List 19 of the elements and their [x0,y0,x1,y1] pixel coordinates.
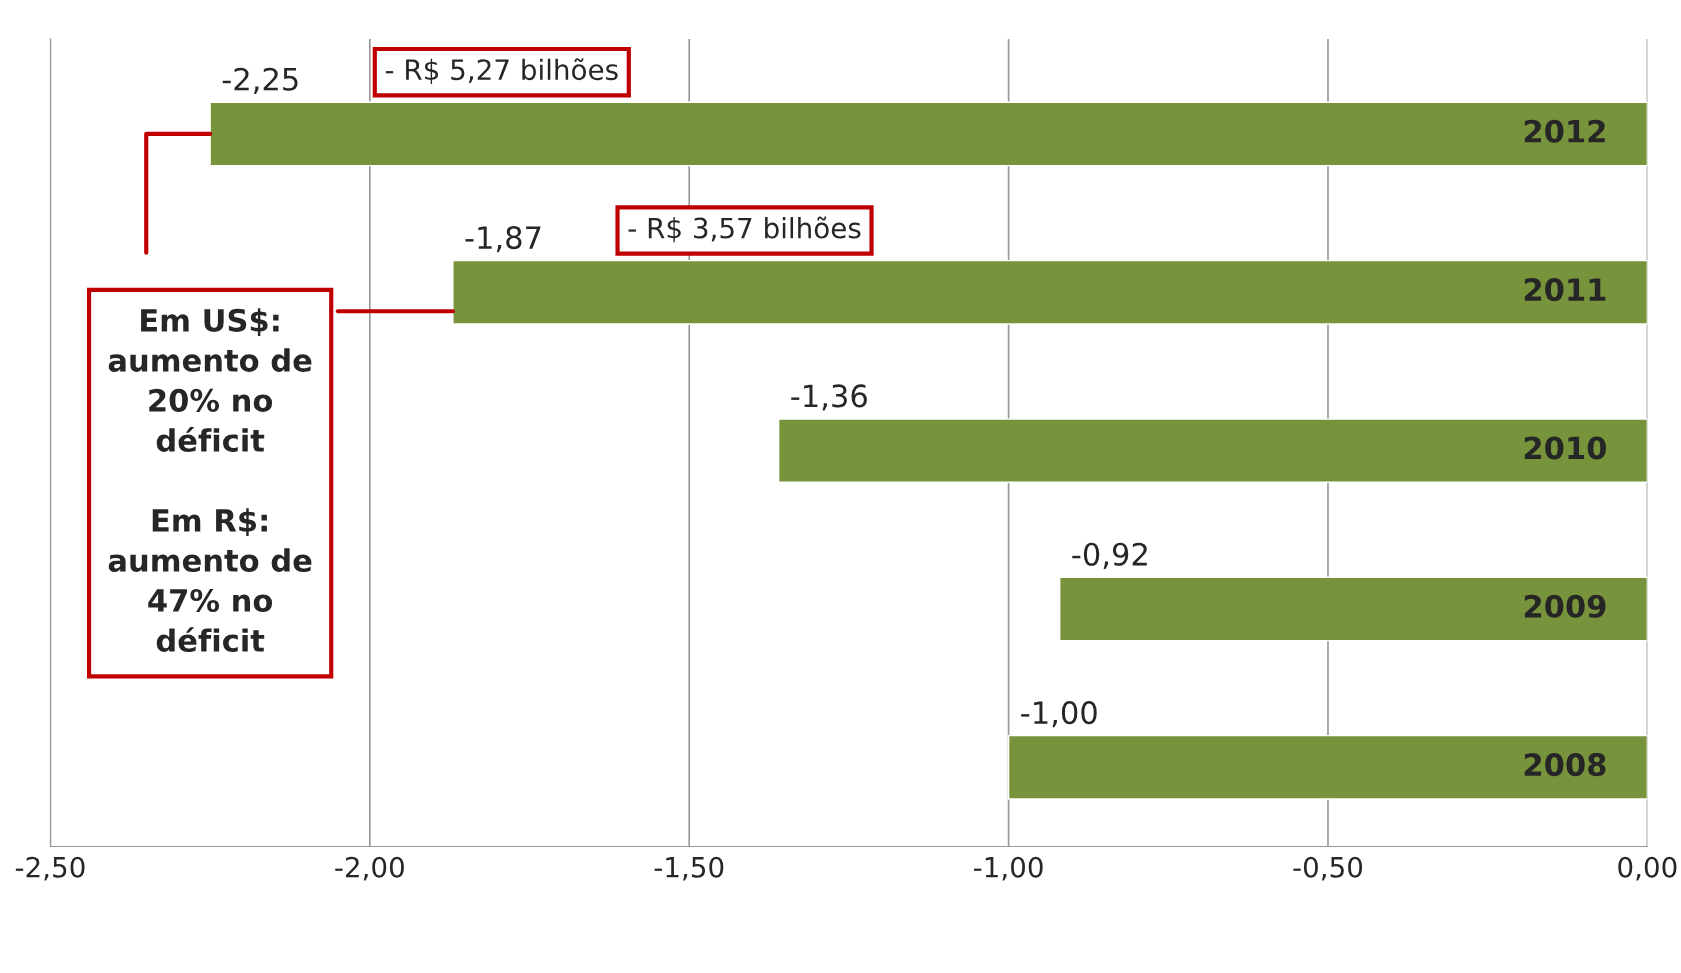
y-tick-label: 2009 [1524,594,1606,618]
x-tick-label: -2,00 [335,856,404,881]
x-tick-label: 0,00 [1618,856,1677,881]
data-label: -2,25 [222,67,298,94]
x-tick-label: -2,50 [15,856,85,881]
data-label: -0,92 [1072,542,1147,569]
text: Em US$: aumento de 20% no déficit Em R$: aumento de 47% no déficit [108,308,312,653]
y-tick-label: 2010 [1524,436,1606,460]
x-tick-label: -0,50 [1293,856,1363,881]
x-tick-label: -1,50 [654,856,724,881]
y-tick-label: 2012 [1524,119,1605,143]
data-label: -1,00 [1021,701,1097,728]
data-label: -1,36 [791,384,867,411]
annotation: - R$ 3,57 bilhões [628,216,861,243]
y-tick-label: 2011 [1524,278,1606,302]
data-label: -1,87 [465,226,541,253]
y-tick-label: 2008 [1524,753,1606,777]
annotation: - R$ 5,27 bilhões [385,58,618,84]
x-tick-label: -1,00 [974,856,1043,881]
